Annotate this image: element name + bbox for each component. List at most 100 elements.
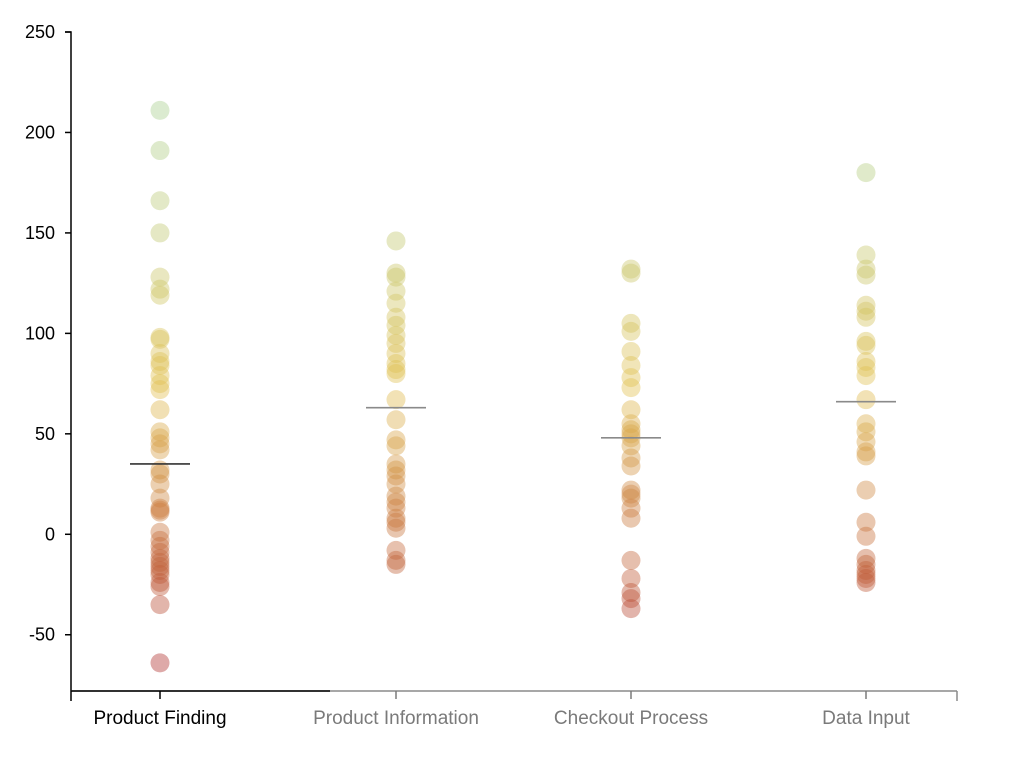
data-point[interactable] <box>856 265 876 285</box>
data-point[interactable] <box>386 354 406 374</box>
data-point[interactable] <box>621 378 641 398</box>
data-point[interactable] <box>856 564 876 584</box>
data-point[interactable] <box>856 480 876 500</box>
data-point[interactable] <box>856 352 876 371</box>
data-point[interactable] <box>150 488 170 508</box>
data-point[interactable] <box>150 460 170 480</box>
data-point[interactable] <box>150 352 170 371</box>
data-point[interactable] <box>150 356 170 376</box>
data-point[interactable] <box>150 428 170 448</box>
data-point[interactable] <box>856 560 876 580</box>
data-point[interactable] <box>150 279 170 299</box>
data-point[interactable] <box>386 293 406 313</box>
data-point[interactable] <box>150 577 170 597</box>
data-point[interactable] <box>386 325 406 345</box>
data-point[interactable] <box>150 366 170 386</box>
data-point[interactable] <box>386 512 406 532</box>
data-point[interactable] <box>150 464 170 484</box>
data-point[interactable] <box>150 141 170 161</box>
data-point[interactable] <box>386 410 406 430</box>
data-point[interactable] <box>856 331 876 351</box>
data-point[interactable] <box>150 556 170 576</box>
data-point[interactable] <box>621 414 641 434</box>
data-point[interactable] <box>150 422 170 442</box>
data-point[interactable] <box>150 560 170 580</box>
data-point[interactable] <box>621 341 641 361</box>
data-point[interactable] <box>856 573 876 593</box>
data-point[interactable] <box>621 263 641 283</box>
data-point[interactable] <box>386 518 406 538</box>
data-point[interactable] <box>621 420 641 440</box>
data-point[interactable] <box>621 321 641 341</box>
data-point[interactable] <box>386 390 406 410</box>
data-point[interactable] <box>386 454 406 474</box>
data-point[interactable] <box>856 259 876 279</box>
data-point[interactable] <box>621 583 641 603</box>
data-point[interactable] <box>621 498 641 518</box>
data-point[interactable] <box>856 366 876 386</box>
data-point[interactable] <box>150 327 170 347</box>
data-point[interactable] <box>386 360 406 380</box>
data-point[interactable] <box>150 530 170 550</box>
data-point[interactable] <box>150 474 170 494</box>
data-point[interactable] <box>621 456 641 476</box>
data-point[interactable] <box>386 540 406 560</box>
data-point[interactable] <box>150 191 170 211</box>
data-point[interactable] <box>386 231 406 251</box>
data-point[interactable] <box>856 432 876 452</box>
data-point[interactable] <box>386 307 406 327</box>
data-point[interactable] <box>856 390 876 410</box>
data-point[interactable] <box>621 448 641 468</box>
data-point[interactable] <box>856 568 876 588</box>
data-point[interactable] <box>856 163 876 183</box>
data-point[interactable] <box>150 564 170 584</box>
data-point[interactable] <box>856 526 876 546</box>
data-point[interactable] <box>386 333 406 353</box>
data-point[interactable] <box>386 474 406 494</box>
data-point[interactable] <box>150 434 170 454</box>
data-point[interactable] <box>386 364 406 384</box>
data-point[interactable] <box>150 329 170 349</box>
data-point[interactable] <box>856 414 876 434</box>
x-tick-label[interactable]: Checkout Process <box>554 708 708 729</box>
data-point[interactable] <box>856 512 876 532</box>
data-point[interactable] <box>386 263 406 283</box>
data-point[interactable] <box>150 595 170 615</box>
data-point[interactable] <box>621 259 641 279</box>
data-point[interactable] <box>856 307 876 327</box>
data-point[interactable] <box>856 245 876 265</box>
data-point[interactable] <box>386 486 406 506</box>
data-point[interactable] <box>856 295 876 315</box>
data-point[interactable] <box>621 589 641 609</box>
data-point[interactable] <box>621 400 641 420</box>
data-point[interactable] <box>150 536 170 556</box>
data-point[interactable] <box>386 554 406 574</box>
data-point[interactable] <box>856 422 876 442</box>
data-point[interactable] <box>386 492 406 512</box>
data-point[interactable] <box>150 653 170 673</box>
data-point[interactable] <box>621 356 641 376</box>
data-point[interactable] <box>150 267 170 287</box>
data-point[interactable] <box>150 573 170 593</box>
data-point[interactable] <box>386 315 406 335</box>
data-point[interactable] <box>150 548 170 568</box>
data-point[interactable] <box>386 343 406 363</box>
data-point[interactable] <box>386 460 406 480</box>
data-point[interactable] <box>621 480 641 500</box>
x-tick-label[interactable]: Product Information <box>313 708 479 729</box>
data-point[interactable] <box>856 335 876 355</box>
data-point[interactable] <box>621 599 641 619</box>
data-point[interactable] <box>386 508 406 528</box>
data-point[interactable] <box>386 466 406 486</box>
data-point[interactable] <box>150 552 170 572</box>
data-point[interactable] <box>621 488 641 508</box>
data-point[interactable] <box>150 498 170 518</box>
data-point[interactable] <box>386 436 406 456</box>
data-point[interactable] <box>150 500 170 520</box>
data-point[interactable] <box>856 301 876 321</box>
data-point[interactable] <box>150 400 170 420</box>
data-point[interactable] <box>856 554 876 574</box>
data-point[interactable] <box>150 374 170 394</box>
data-point[interactable] <box>150 343 170 363</box>
data-point[interactable] <box>621 436 641 456</box>
